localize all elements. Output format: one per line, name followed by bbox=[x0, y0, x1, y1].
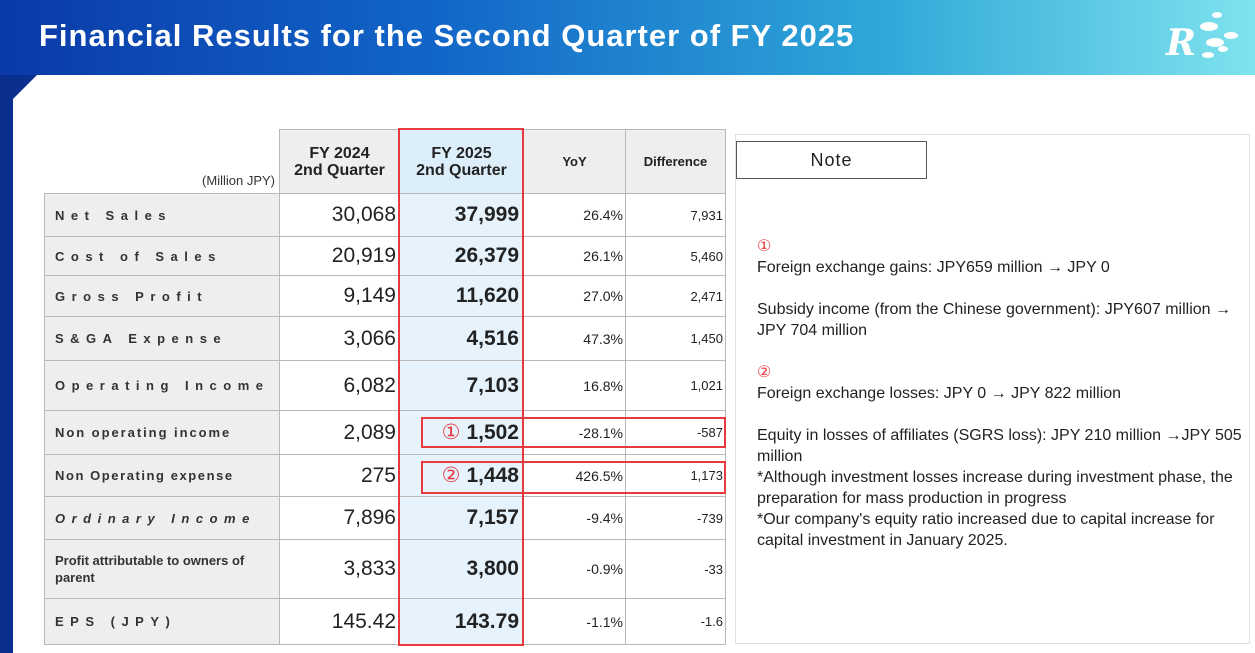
row-label: Net Sales bbox=[44, 193, 280, 237]
difference-value: 7,931 bbox=[625, 193, 726, 237]
table-row: Operating Income 6,082 7,103 16.8% 1,021 bbox=[44, 360, 726, 411]
yoy-value: 16.8% bbox=[523, 360, 626, 411]
table-row: Cost of Sales 20,919 26,379 26.1% 5,460 bbox=[44, 236, 726, 276]
fy2024-value: 2,089 bbox=[279, 410, 400, 455]
row-label: Gross Profit bbox=[44, 275, 280, 317]
company-logo: R bbox=[1162, 8, 1242, 68]
header-banner: Financial Results for the Second Quarter… bbox=[0, 0, 1255, 75]
fy2025-value: 4,516 bbox=[399, 316, 524, 361]
marker-2: ② bbox=[441, 464, 461, 487]
fy2025-value: 26,379 bbox=[399, 236, 524, 276]
difference-value: 1,450 bbox=[625, 316, 726, 361]
note-marker-1: ① bbox=[757, 238, 772, 255]
fy2024-value: 145.42 bbox=[279, 598, 400, 645]
table-row: Non operating income 2,089 ① 1,502 -28.1%… bbox=[44, 410, 726, 455]
note-line: Foreign exchange losses: JPY 0 → JPY 822… bbox=[757, 385, 1122, 402]
fy2024-value: 275 bbox=[279, 454, 400, 497]
note-marker-2: ② bbox=[757, 364, 772, 381]
financial-table: (Million JPY) FY 2024 2nd Quarter FY 2025… bbox=[44, 129, 726, 645]
fy2025-value: 143.79 bbox=[399, 598, 524, 645]
fy2024-value: 6,082 bbox=[279, 360, 400, 411]
marker-1: ① bbox=[441, 421, 461, 444]
fy2025-value: ② 1,448 bbox=[399, 454, 524, 497]
table-row: Ordinary Income 7,896 7,157 -9.4% -739 bbox=[44, 496, 726, 540]
yoy-value: -1.1% bbox=[523, 598, 626, 645]
difference-value: -739 bbox=[625, 496, 726, 540]
note-line: *Our company's equity ratio increased du… bbox=[757, 511, 1215, 549]
difference-value: 1,021 bbox=[625, 360, 726, 411]
unit-label: (Million JPY) bbox=[44, 129, 280, 194]
yoy-value: 26.1% bbox=[523, 236, 626, 276]
note-line: Subsidy income (from the Chinese governm… bbox=[757, 301, 1231, 339]
note-title: Note bbox=[736, 141, 927, 179]
note-body: ① Foreign exchange gains: JPY659 million… bbox=[757, 236, 1242, 551]
col-header-fy2024: FY 2024 2nd Quarter bbox=[279, 129, 400, 194]
difference-value: -587 bbox=[625, 410, 726, 455]
fy2025-value: 37,999 bbox=[399, 193, 524, 237]
row-label: Operating Income bbox=[44, 360, 280, 411]
note-line: *Although investment losses increase dur… bbox=[757, 469, 1233, 507]
row-label: Cost of Sales bbox=[44, 236, 280, 276]
table-row: S&GA Expense 3,066 4,516 47.3% 1,450 bbox=[44, 316, 726, 361]
note-line: Foreign exchange gains: JPY659 million →… bbox=[757, 259, 1110, 276]
fy2025-value: 7,103 bbox=[399, 360, 524, 411]
yoy-value: 27.0% bbox=[523, 275, 626, 317]
table-row: Non Operating expense 275 ② 1,448 426.5% … bbox=[44, 454, 726, 497]
fy2025-value: 7,157 bbox=[399, 496, 524, 540]
fy2024-value: 7,896 bbox=[279, 496, 400, 540]
table-row: Gross Profit 9,149 11,620 27.0% 2,471 bbox=[44, 275, 726, 317]
fy2024-value: 3,066 bbox=[279, 316, 400, 361]
yoy-value: -0.9% bbox=[523, 539, 626, 599]
fy2024-value: 9,149 bbox=[279, 275, 400, 317]
yoy-value: 26.4% bbox=[523, 193, 626, 237]
row-label: Ordinary Income bbox=[44, 496, 280, 540]
page-title: Financial Results for the Second Quarter… bbox=[39, 18, 855, 53]
fy2024-value: 20,919 bbox=[279, 236, 400, 276]
difference-value: 1,173 bbox=[625, 454, 726, 497]
row-label: Profit attributable to owners of parent bbox=[44, 539, 280, 599]
difference-value: 5,460 bbox=[625, 236, 726, 276]
table-row: EPS (JPY) 145.42 143.79 -1.1% -1.6 bbox=[44, 598, 726, 645]
fy2024-value: 3,833 bbox=[279, 539, 400, 599]
row-label: EPS (JPY) bbox=[44, 598, 280, 645]
row-label: S&GA Expense bbox=[44, 316, 280, 361]
table-row: Profit attributable to owners of parent … bbox=[44, 539, 726, 599]
difference-value: -33 bbox=[625, 539, 726, 599]
yoy-value: -9.4% bbox=[523, 496, 626, 540]
col-header-fy2025: FY 2025 2nd Quarter bbox=[399, 129, 524, 194]
difference-value: -1.6 bbox=[625, 598, 726, 645]
yoy-value: -28.1% bbox=[523, 410, 626, 455]
yoy-value: 426.5% bbox=[523, 454, 626, 497]
fy2025-value: 3,800 bbox=[399, 539, 524, 599]
difference-value: 2,471 bbox=[625, 275, 726, 317]
yoy-value: 47.3% bbox=[523, 316, 626, 361]
fy2024-value: 30,068 bbox=[279, 193, 400, 237]
note-panel bbox=[735, 134, 1250, 644]
col-header-yoy: YoY bbox=[523, 129, 626, 194]
fy2025-value: 11,620 bbox=[399, 275, 524, 317]
row-label: Non Operating expense bbox=[44, 454, 280, 497]
fy2025-value: ① 1,502 bbox=[399, 410, 524, 455]
row-label: Non operating income bbox=[44, 410, 280, 455]
logo-letter: R bbox=[1166, 22, 1196, 64]
note-line: Equity in losses of affiliates (SGRS los… bbox=[757, 427, 1242, 465]
table-row: Net Sales 30,068 37,999 26.4% 7,931 bbox=[44, 193, 726, 237]
col-header-difference: Difference bbox=[625, 129, 726, 194]
